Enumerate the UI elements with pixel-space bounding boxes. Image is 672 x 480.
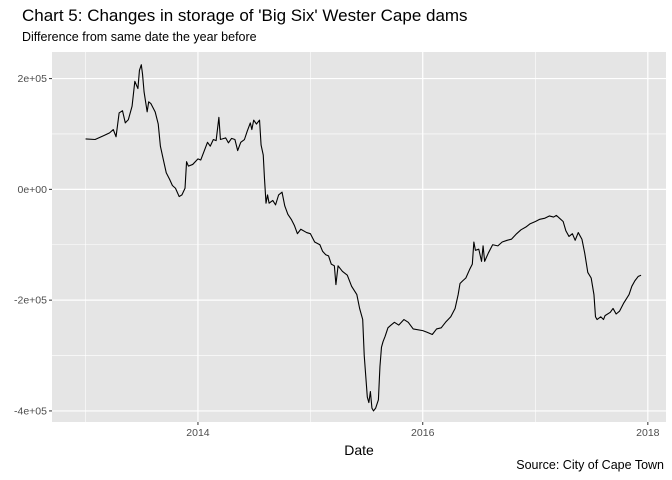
chart-caption: Source: City of Cape Town bbox=[516, 458, 664, 472]
x-tick-label: 2014 bbox=[186, 427, 210, 439]
chart-title: Chart 5: Changes in storage of 'Big Six'… bbox=[22, 6, 468, 25]
x-tick-label: 2016 bbox=[411, 427, 435, 439]
chart-subtitle: Difference from same date the year befor… bbox=[22, 30, 257, 44]
minor-gridlines bbox=[52, 52, 666, 422]
x-axis-title: Date bbox=[344, 442, 374, 458]
major-gridlines bbox=[52, 52, 666, 422]
y-tick-label: -2e+05 bbox=[14, 295, 47, 307]
series-layer bbox=[85, 64, 642, 412]
y-tick-label: -4e+05 bbox=[14, 406, 47, 418]
y-tick-label: 0e+00 bbox=[18, 184, 48, 196]
y-axis: 2e+05 0e+00 -2e+05 -4e+05 bbox=[14, 73, 52, 418]
x-axis: 2014 2016 2018 bbox=[186, 422, 660, 439]
series-line bbox=[85, 64, 642, 412]
plot-panel bbox=[52, 52, 666, 422]
y-tick-label: 2e+05 bbox=[18, 73, 48, 85]
x-tick-label: 2018 bbox=[636, 427, 660, 439]
